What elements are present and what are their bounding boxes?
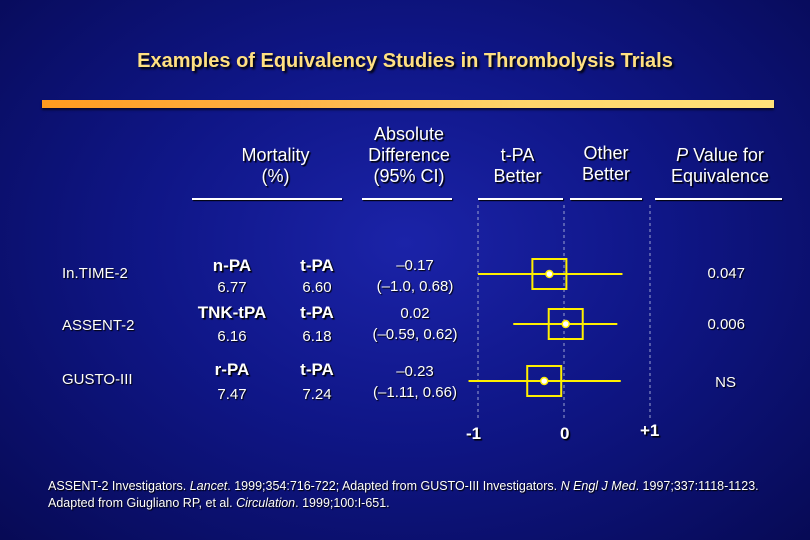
header-pvalue-rest: Value for [688,145,764,165]
references: ASSENT-2 Investigators. Lancet. 1999;354… [48,478,768,512]
header-pvalue-italic: P [676,145,689,165]
ref-journal-circulation: Circulation [236,496,296,510]
pvalue-assent2: 0.006 [707,316,745,333]
ref-journal-nejm: N Engl J Med [560,479,636,493]
estimate-box-assent2 [547,308,584,340]
drug1-intime2: n-PA [212,256,252,275]
val2-intime2: 6.60 [302,279,332,296]
title-underline-bar [42,100,774,108]
drug1-gusto3: r-PA [214,360,250,379]
axis-label-zero: 0 [560,424,570,443]
header-absdiff-line1: Absolute [373,124,445,144]
estimate-point-assent2 [561,319,570,329]
trial-name-gusto3: GUSTO-III [62,371,133,388]
header-other-better: Other Better [565,143,647,185]
header-mortality: Mortality (%) [218,145,333,187]
absdiff-ci-intime2: (–1.0, 0.68) [376,278,454,295]
header-p-value: P Value for Equivalence [655,145,785,187]
header-pvalue-underline [655,198,782,200]
header-other-better-underline [570,198,642,200]
header-absolute-difference: Absolute Difference (95% CI) [350,124,468,187]
ref-text-3: . 1997;337:1118-1123. Adapted from Giugl… [48,479,759,510]
header-absdiff-line3: (95% CI) [373,166,445,186]
ref-text-4: . 1999;100:I-651. [295,496,390,510]
val2-assent2: 6.18 [302,328,332,345]
slide-title: Examples of Equivalency Studies in Throm… [137,50,673,72]
val2-gusto3: 7.24 [302,386,332,403]
drug2-gusto3: t-PA [300,360,334,379]
axis-label-minus1: -1 [466,424,482,443]
val1-intime2: 6.77 [217,279,247,296]
trial-name-assent2: ASSENT-2 [62,317,135,334]
header-mortality-line2: (%) [261,166,290,186]
estimate-point-gusto3 [539,376,549,386]
absdiff-assent2: 0.02 (–0.59, 0.62) [355,303,475,345]
absdiff-ci-assent2: (–0.59, 0.62) [372,326,458,343]
header-pvalue-line1: P Value for [655,145,785,166]
header-tpa-better-line2: Better [493,166,542,186]
axis-label-plus1: +1 [640,421,660,440]
header-tpa-better: t-PA Better [475,145,560,187]
header-mortality-line1: Mortality [241,145,310,165]
header-tpa-better-line1: t-PA [500,145,535,165]
header-mortality-underline [192,198,342,200]
drug2-assent2: t-PA [300,303,334,322]
estimate-point-intime2 [545,269,554,279]
header-other-better-line1: Other [583,143,629,163]
estimate-box-intime2 [531,258,568,290]
drug1-assent2: TNK-tPA [197,303,267,322]
absdiff-gusto3: –0.23 (–1.11, 0.66) [352,361,478,403]
ref-text-1: ASSENT-2 Investigators. [48,479,190,493]
header-absdiff-underline [362,198,452,200]
val1-assent2: 6.16 [217,328,247,345]
ref-text-2: . 1999;354:716-722; Adapted from GUSTO-I… [227,479,561,493]
absdiff-value-gusto3: –0.23 [396,363,434,380]
header-other-better-line2: Better [581,164,631,184]
header-tpa-better-underline [478,198,563,200]
ref-journal-lancet: Lancet [189,479,228,493]
pvalue-gusto3: NS [715,374,736,391]
pvalue-intime2: 0.047 [707,265,745,282]
absdiff-value-assent2: 0.02 [400,305,430,322]
val1-gusto3: 7.47 [217,386,247,403]
absdiff-value-intime2: –0.17 [396,257,434,274]
trial-name-intime2: In.TIME-2 [62,265,128,282]
header-absdiff-line2: Difference [368,145,450,165]
drug2-intime2: t-PA [300,256,334,275]
estimate-box-gusto3 [526,365,563,397]
header-pvalue-line2: Equivalence [670,166,770,186]
absdiff-ci-gusto3: (–1.11, 0.66) [373,384,457,401]
absdiff-intime2: –0.17 (–1.0, 0.68) [355,255,475,297]
